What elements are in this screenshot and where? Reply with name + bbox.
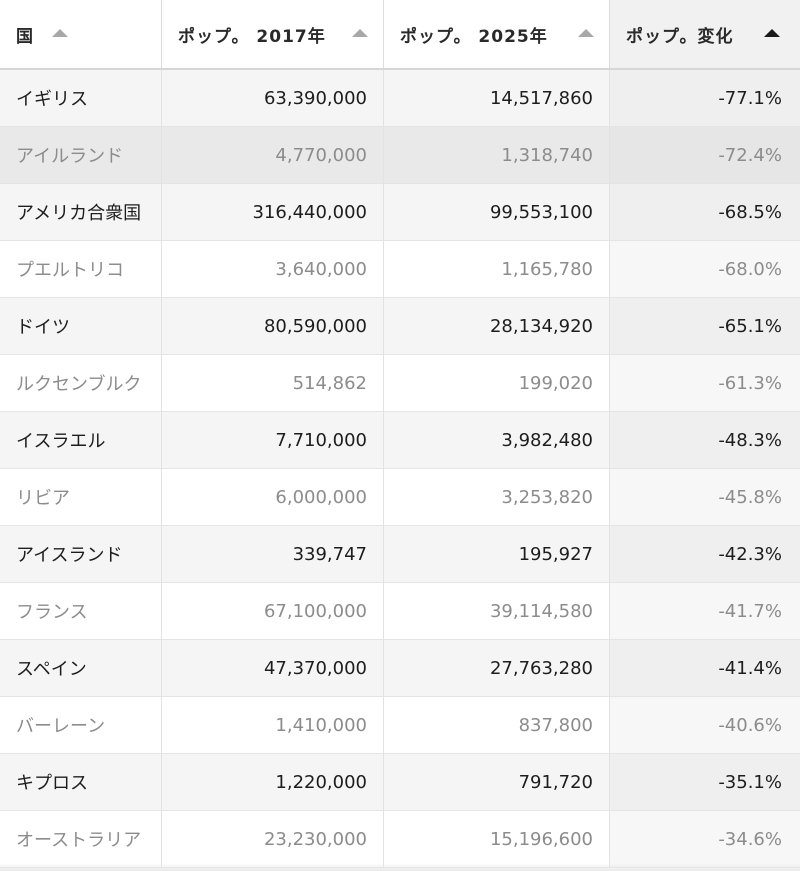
- pop-2017-cell: 7,710,000: [162, 412, 384, 468]
- country-cell: イギリス: [0, 70, 162, 126]
- table-row[interactable]: フランス 67,100,000 39,114,580 -41.7%: [0, 583, 800, 640]
- table-header: 国 ポップ。 2017年 ポップ。 2025年 ポップ。変化: [0, 0, 800, 70]
- pop-change-cell: -48.3%: [610, 412, 800, 468]
- column-header-pop-2017[interactable]: ポップ。 2017年: [162, 0, 384, 68]
- country-cell: ドイツ: [0, 298, 162, 354]
- pop-change-cell: -65.1%: [610, 298, 800, 354]
- pop-change-cell: -68.0%: [610, 241, 800, 297]
- column-header-label: 国: [16, 27, 34, 47]
- country-cell: フランス: [0, 583, 162, 639]
- pop-change-cell: -42.3%: [610, 526, 800, 582]
- table-row[interactable]: ドイツ 80,590,000 28,134,920 -65.1%: [0, 298, 800, 355]
- pop-2017-cell: 3,640,000: [162, 241, 384, 297]
- column-header-label: ポップ。 2025年: [400, 27, 548, 47]
- table-row[interactable]: リビア 6,000,000 3,253,820 -45.8%: [0, 469, 800, 526]
- pop-change-cell: -41.4%: [610, 640, 800, 696]
- column-header-pop-change[interactable]: ポップ。変化: [610, 0, 800, 68]
- country-cell: アメリカ合衆国: [0, 184, 162, 240]
- pop-2025-cell: 39,114,580: [384, 583, 610, 639]
- pop-change-cell: -45.8%: [610, 469, 800, 525]
- table-row[interactable]: アイスランド 339,747 195,927 -42.3%: [0, 526, 800, 583]
- table-row[interactable]: キプロス 1,220,000 791,720 -35.1%: [0, 754, 800, 811]
- pop-2017-cell: 4,770,000: [162, 127, 384, 183]
- pop-2025-cell: 3,982,480: [384, 412, 610, 468]
- table-row[interactable]: イギリス 63,390,000 14,517,860 -77.1%: [0, 70, 800, 127]
- table-row[interactable]: オーストラリア 23,230,000 15,196,600 -34.6%: [0, 811, 800, 868]
- pop-2025-cell: 27,763,280: [384, 640, 610, 696]
- pop-2017-cell: 80,590,000: [162, 298, 384, 354]
- pop-2017-cell: 67,100,000: [162, 583, 384, 639]
- pop-2025-cell: 14,517,860: [384, 70, 610, 126]
- country-cell: スペイン: [0, 640, 162, 696]
- column-header-label: ポップ。 2017年: [178, 27, 326, 47]
- table-row[interactable]: アメリカ合衆国 316,440,000 99,553,100 -68.5%: [0, 184, 800, 241]
- pop-change-cell: -77.1%: [610, 70, 800, 126]
- table-row[interactable]: アイルランド 4,770,000 1,318,740 -72.4%: [0, 127, 800, 184]
- column-header-country[interactable]: 国: [0, 0, 162, 68]
- country-cell: アイルランド: [0, 127, 162, 183]
- table-row[interactable]: プエルトリコ 3,640,000 1,165,780 -68.0%: [0, 241, 800, 298]
- column-header-pop-2025[interactable]: ポップ。 2025年: [384, 0, 610, 68]
- pop-change-cell: -72.4%: [610, 127, 800, 183]
- pop-2017-cell: 339,747: [162, 526, 384, 582]
- pop-2017-cell: 47,370,000: [162, 640, 384, 696]
- pop-change-cell: -40.6%: [610, 697, 800, 753]
- table-body: イギリス 63,390,000 14,517,860 -77.1% アイルランド 4,77…: [0, 70, 800, 868]
- table-row[interactable]: スペイン 47,370,000 27,763,280 -41.4%: [0, 640, 800, 697]
- pop-2017-cell: 316,440,000: [162, 184, 384, 240]
- pop-change-cell: -41.7%: [610, 583, 800, 639]
- pop-2017-cell: 1,410,000: [162, 697, 384, 753]
- pop-2025-cell: 1,165,780: [384, 241, 610, 297]
- scroll-fade: [0, 863, 800, 871]
- pop-2017-cell: 514,862: [162, 355, 384, 411]
- pop-2025-cell: 837,800: [384, 697, 610, 753]
- country-cell: プエルトリコ: [0, 241, 162, 297]
- country-cell: リビア: [0, 469, 162, 525]
- pop-2025-cell: 791,720: [384, 754, 610, 810]
- sort-ascending-icon[interactable]: [352, 29, 368, 37]
- pop-2025-cell: 99,553,100: [384, 184, 610, 240]
- pop-2017-cell: 63,390,000: [162, 70, 384, 126]
- sort-ascending-icon[interactable]: [578, 29, 594, 37]
- table-row[interactable]: バーレーン 1,410,000 837,800 -40.6%: [0, 697, 800, 754]
- table-row[interactable]: イスラエル 7,710,000 3,982,480 -48.3%: [0, 412, 800, 469]
- pop-change-cell: -35.1%: [610, 754, 800, 810]
- pop-2025-cell: 199,020: [384, 355, 610, 411]
- country-cell: キプロス: [0, 754, 162, 810]
- country-cell: ルクセンブルク: [0, 355, 162, 411]
- column-header-label: ポップ。変化: [626, 27, 734, 47]
- country-cell: バーレーン: [0, 697, 162, 753]
- pop-2025-cell: 15,196,600: [384, 811, 610, 867]
- country-cell: アイスランド: [0, 526, 162, 582]
- pop-2025-cell: 1,318,740: [384, 127, 610, 183]
- pop-2025-cell: 28,134,920: [384, 298, 610, 354]
- sort-ascending-icon[interactable]: [52, 29, 68, 37]
- sort-ascending-icon[interactable]: [764, 29, 780, 37]
- pop-change-cell: -61.3%: [610, 355, 800, 411]
- pop-2017-cell: 1,220,000: [162, 754, 384, 810]
- pop-2025-cell: 195,927: [384, 526, 610, 582]
- pop-2017-cell: 23,230,000: [162, 811, 384, 867]
- pop-change-cell: -34.6%: [610, 811, 800, 867]
- pop-2017-cell: 6,000,000: [162, 469, 384, 525]
- country-cell: イスラエル: [0, 412, 162, 468]
- country-cell: オーストラリア: [0, 811, 162, 867]
- table-row[interactable]: ルクセンブルク 514,862 199,020 -61.3%: [0, 355, 800, 412]
- pop-2025-cell: 3,253,820: [384, 469, 610, 525]
- pop-change-cell: -68.5%: [610, 184, 800, 240]
